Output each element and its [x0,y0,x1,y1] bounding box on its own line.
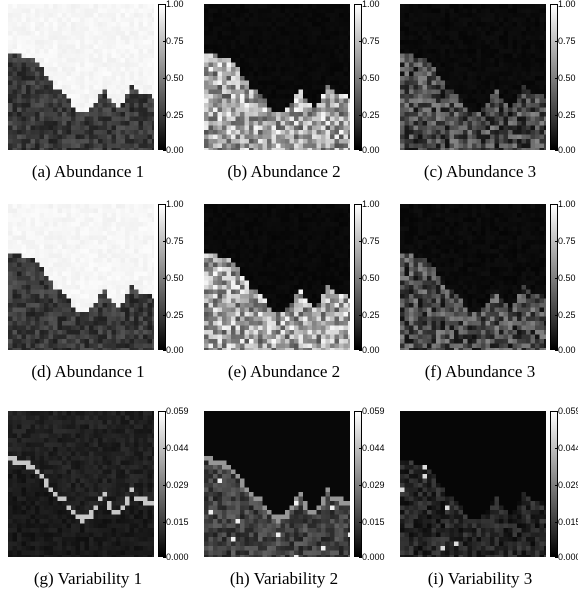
colorbar-tick-label: 0.044 [558,444,578,453]
colorbar-tick-label: 0.00 [558,346,576,355]
colorbar-tick-label: 0.00 [558,146,576,155]
colorbar-tick-label: 0.059 [166,407,189,416]
panel-caption: (h) Variability 2 [194,569,374,589]
panel-caption: (c) Abundance 3 [390,162,570,182]
colorbar-tick-label: 0.50 [558,274,576,283]
colorbar-tick-label: 0.75 [362,37,380,46]
panel-caption: (i) Variability 3 [390,569,570,589]
variability-map [400,411,546,557]
abundance-map [8,204,154,350]
panel-caption: (e) Abundance 2 [194,362,374,382]
colorbar-tick-label: 0.75 [558,37,576,46]
colorbar-tick-label: 0.25 [166,311,184,320]
colorbar-tick-label: 0.029 [558,481,578,490]
colorbar [354,4,362,150]
colorbar-tick-label: 1.00 [166,200,184,209]
abundance-map [8,4,154,150]
colorbar-tick-label: 0.029 [362,481,385,490]
colorbar-tick-label: 0.00 [166,346,184,355]
variability-map [204,411,350,557]
colorbar-tick-label: 0.059 [558,407,578,416]
colorbar-tick-label: 1.00 [558,0,576,9]
colorbar-tick-label: 0.029 [166,481,189,490]
colorbar [354,204,362,350]
colorbar-tick-label: 0.00 [362,346,380,355]
colorbar-tick-label: 0.75 [362,237,380,246]
panel-caption: (a) Abundance 1 [0,162,178,182]
colorbar-tick-label: 0.00 [362,146,380,155]
panel-caption: (d) Abundance 1 [0,362,178,382]
abundance-map [400,204,546,350]
colorbar [158,4,166,150]
colorbar-tick-label: 0.25 [362,311,380,320]
colorbar-tick-label: 0.25 [166,111,184,120]
colorbar-tick-label: 0.000 [362,553,385,562]
colorbar-tick-label: 0.044 [362,444,385,453]
abundance-map [204,4,350,150]
colorbar-tick-label: 1.00 [558,200,576,209]
colorbar [158,411,166,557]
colorbar [550,411,558,557]
colorbar-tick-label: 0.50 [362,74,380,83]
panel-caption: (g) Variability 1 [0,569,178,589]
colorbar-tick-label: 0.000 [558,553,578,562]
colorbar-tick-label: 0.50 [166,274,184,283]
panel-caption: (f) Abundance 3 [390,362,570,382]
panel-caption: (b) Abundance 2 [194,162,374,182]
colorbar-tick-label: 0.75 [166,37,184,46]
colorbar-tick-label: 0.75 [558,237,576,246]
colorbar-tick-label: 0.000 [166,553,189,562]
colorbar-tick-label: 1.00 [362,0,380,9]
colorbar-tick-label: 0.50 [558,74,576,83]
colorbar [550,4,558,150]
colorbar-tick-label: 0.50 [362,274,380,283]
colorbar-tick-label: 0.015 [558,518,578,527]
figure-grid: { "panels": [ {"caption": "(a) Abundance… [0,0,578,592]
colorbar-tick-label: 0.059 [362,407,385,416]
colorbar-tick-label: 0.25 [362,111,380,120]
colorbar-tick-label: 0.00 [166,146,184,155]
colorbar-tick-label: 1.00 [362,200,380,209]
colorbar [354,411,362,557]
colorbar-tick-label: 0.015 [362,518,385,527]
colorbar-tick-label: 1.00 [166,0,184,9]
colorbar-tick-label: 0.044 [166,444,189,453]
variability-map [8,411,154,557]
colorbar-tick-label: 0.25 [558,111,576,120]
abundance-map [204,204,350,350]
abundance-map [400,4,546,150]
colorbar-tick-label: 0.50 [166,74,184,83]
colorbar [550,204,558,350]
colorbar-tick-label: 0.25 [558,311,576,320]
colorbar [158,204,166,350]
colorbar-tick-label: 0.75 [166,237,184,246]
colorbar-tick-label: 0.015 [166,518,189,527]
